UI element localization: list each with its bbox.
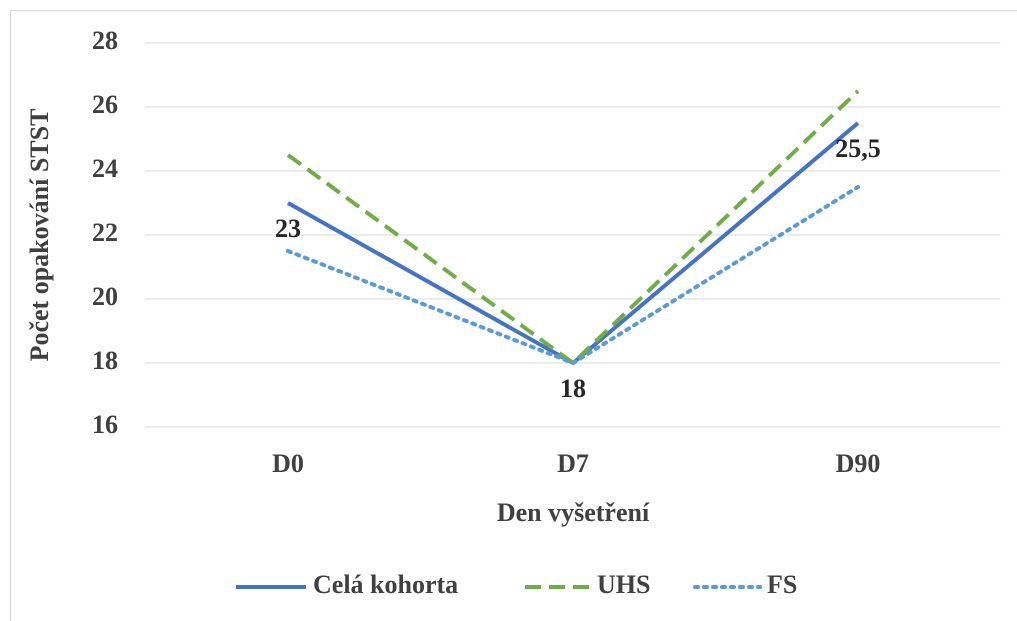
y-tick-label: 20	[92, 282, 118, 311]
legend-label: FS	[767, 570, 797, 599]
series-line	[286, 89, 860, 366]
x-tick-label: D0	[272, 449, 304, 478]
y-tick-label: 24	[92, 154, 118, 183]
data-label: 25,5	[835, 134, 881, 163]
y-tick-label: 18	[92, 346, 118, 375]
y-axis-title: Počet opakování STST	[25, 109, 54, 362]
legend-label: UHS	[597, 570, 650, 599]
y-tick-label: 28	[92, 26, 118, 55]
y-tick-label: 22	[92, 218, 118, 247]
data-label: 23	[275, 214, 301, 243]
data-label: 18	[560, 374, 586, 403]
x-axis-title: Den vyšetření	[497, 498, 650, 527]
y-tick-label: 26	[92, 90, 118, 119]
legend-label: Celá kohorta	[313, 570, 458, 599]
x-tick-label: D7	[557, 449, 589, 478]
y-tick-label: 16	[92, 410, 118, 439]
x-tick-label: D90	[836, 449, 881, 478]
chart-frame	[10, 10, 1017, 621]
series-line	[286, 185, 860, 366]
